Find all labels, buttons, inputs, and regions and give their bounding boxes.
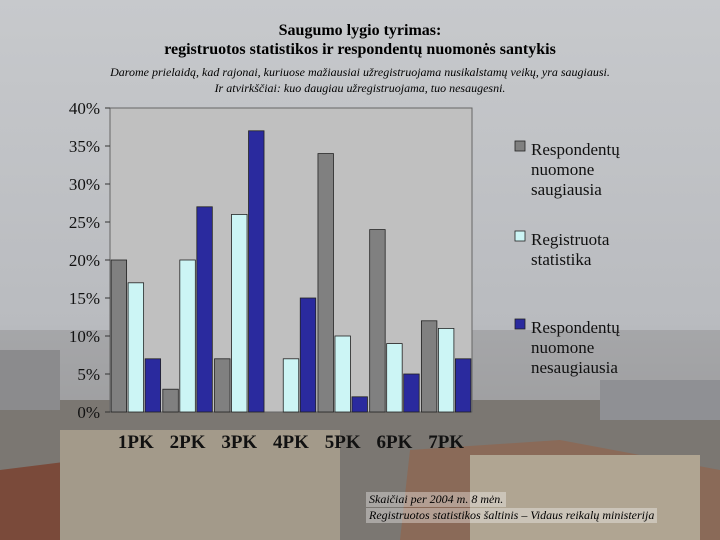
y-tick-label: 40% [69,99,100,118]
legend-label: nesaugiausia [531,358,618,377]
bars [110,130,472,413]
y-axis: 0% 5% 10% 15% 20% 25% 30% 35% 40% [69,99,110,422]
bar-2-7pk [437,327,455,413]
bar-2-3pk [231,213,248,413]
chart-title-line1: Saugumo lygio tyrimas: [278,22,442,39]
x-tick-label: 1PK [118,432,154,453]
x-tick-label: 6PK [376,432,412,453]
x-axis: 1PK 2PK 3PK 4PK 5PK 6PK 7PK [118,432,464,453]
bar-2-6pk [386,343,403,413]
y-tick-label: 30% [69,175,100,194]
bar-3-5pk [351,396,368,413]
bar-1-1pk [110,259,128,413]
assumption-note-line2: Ir atvirkščiai: kuo daugiau užregistruoj… [214,81,506,95]
legend-label: Registruota [531,230,610,249]
x-tick-label: 2PK [170,432,206,453]
y-tick-label: 15% [69,289,100,308]
y-tick-label: 10% [69,327,100,346]
y-tick-label: 5% [77,365,100,384]
bar-3-2pk [196,206,213,413]
legend-label: statistika [531,250,592,269]
bar-2-2pk [179,259,196,413]
y-tick-label: 25% [69,213,100,232]
legend-swatch [514,318,526,330]
bar-3-6pk [403,373,420,413]
legend-label: saugiausia [531,180,602,199]
legend: RespondentųnuomonesaugiausiaRegistruotas… [514,140,620,377]
bar-1-7pk [420,320,438,413]
y-tick-label: 20% [69,251,100,270]
bar-2-1pk [127,282,145,413]
bar-1-5pk [317,153,334,413]
legend-label: nuomone [531,338,594,357]
legend-swatch [514,140,526,152]
x-tick-label: 4PK [273,432,309,453]
bar-1-6pk [369,229,386,413]
bar-2-5pk [334,335,351,413]
legend-swatch [514,230,526,242]
source-note-line1: Skaičiai per 2004 m. 8 mėn. [366,492,507,507]
x-tick-label: 7PK [428,432,464,453]
bar-1-3pk [214,358,231,413]
y-tick-label: 35% [69,137,100,156]
x-tick-label: 3PK [221,432,257,453]
y-tick-label: 0% [77,403,100,422]
bar-3-4pk [299,297,317,413]
source-note-line2: Registruotos statistikos šaltinis – Vida… [366,508,658,523]
legend-label: nuomone [531,160,594,179]
chart-title-line2: registruotos statistikos ir respondentų … [164,41,556,58]
bar-3-7pk [454,358,472,413]
legend-label: Respondentų [531,140,620,159]
legend-label: Respondentų [531,318,620,337]
bar-3-3pk [248,130,265,413]
assumption-note-line1: Darome prielaidą, kad rajonai, kuriuose … [110,65,610,79]
bar-3-1pk [144,358,162,413]
bar-1-2pk [162,388,179,413]
bar-2-4pk [282,358,300,413]
x-tick-label: 5PK [325,432,361,453]
